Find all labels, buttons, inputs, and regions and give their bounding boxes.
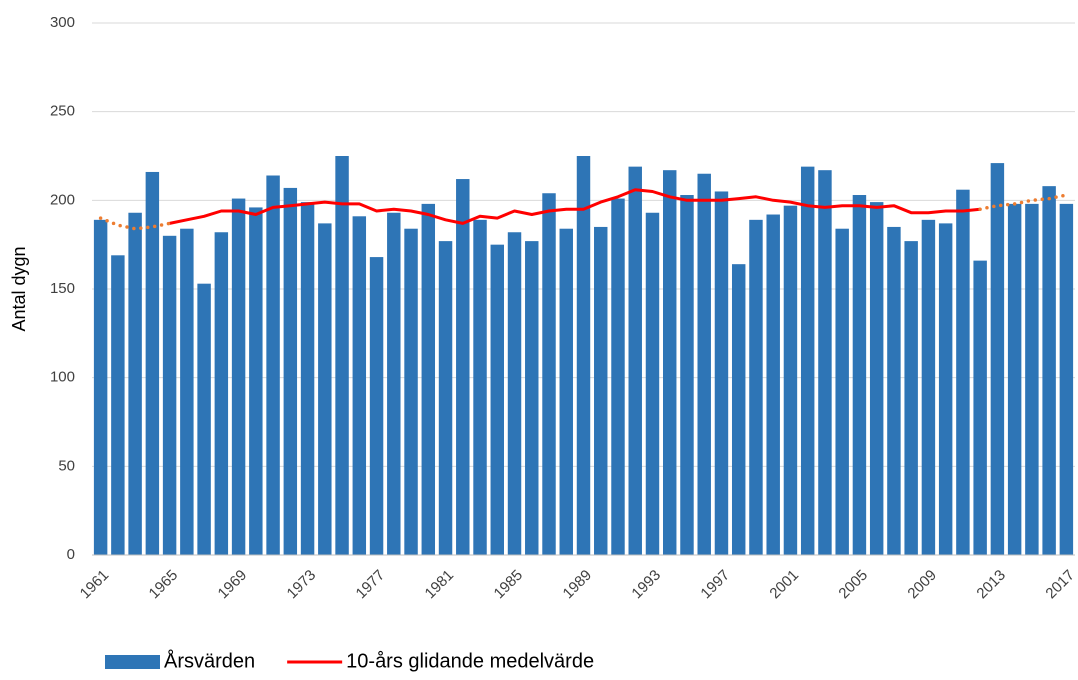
bar: [990, 163, 1005, 556]
bar: [559, 228, 573, 555]
bar: [473, 219, 487, 555]
x-tick-label: 1981: [422, 567, 458, 603]
bar: [818, 170, 832, 556]
bar: [335, 156, 349, 555]
bar: [611, 198, 625, 555]
y-tick-label: 100: [50, 369, 75, 386]
bar: [956, 189, 970, 555]
bar: [93, 219, 108, 555]
x-tick-label: 2009: [904, 567, 940, 603]
legend-label: 10-års glidande medelvärde: [346, 650, 594, 672]
bar: [973, 260, 987, 555]
bar: [887, 226, 901, 555]
bar: [180, 228, 194, 555]
bar: [1059, 203, 1074, 555]
bar: [249, 207, 263, 555]
y-tick-label: 300: [50, 14, 75, 31]
bar: [835, 228, 849, 555]
bar: [456, 179, 470, 555]
bar: [111, 255, 125, 555]
bar: [352, 216, 367, 555]
bar: [145, 171, 160, 555]
bar: [283, 187, 298, 556]
x-tick-label: 1961: [77, 567, 113, 603]
bar: [404, 228, 418, 555]
bar: [128, 212, 142, 555]
legend-label: Årsvärden: [164, 649, 255, 672]
bar: [266, 175, 280, 556]
x-tick-label: 2017: [1042, 567, 1078, 603]
bar: [490, 244, 504, 555]
bar: [697, 173, 711, 555]
x-tick-label: 1965: [146, 567, 182, 603]
bar: [525, 241, 539, 555]
y-tick-label: 0: [67, 546, 75, 563]
bar: [594, 226, 608, 555]
bar: [300, 202, 315, 555]
bar: [576, 156, 591, 555]
bar: [214, 232, 229, 555]
bar: [800, 166, 815, 555]
bar: [197, 283, 211, 555]
bar: [1007, 203, 1022, 555]
bar: [869, 202, 884, 555]
bar: [162, 235, 177, 556]
bar: [628, 166, 642, 555]
y-tick-label: 150: [50, 280, 75, 297]
x-tick-label: 1977: [353, 567, 389, 603]
bar: [852, 195, 867, 555]
bar: [438, 241, 453, 555]
y-tick-label: 50: [58, 457, 75, 474]
line: [98, 193, 1069, 231]
bar: [680, 195, 694, 555]
x-tick-label: 1985: [491, 567, 527, 603]
bar: [231, 198, 246, 555]
bar: [921, 219, 936, 555]
bar: [507, 232, 522, 555]
x-tick-label: 2005: [835, 567, 871, 603]
bar: [663, 170, 677, 556]
x-tick-label: 2001: [766, 567, 802, 603]
line: [169, 188, 981, 225]
bar: [542, 193, 556, 556]
bar: [938, 223, 953, 556]
bar: [783, 205, 798, 556]
bar: [904, 241, 918, 555]
x-tick-label: 1973: [284, 567, 320, 603]
bar: [731, 264, 746, 555]
bar: [1025, 203, 1039, 555]
bar: [1042, 186, 1056, 555]
y-axis-title: Antal dygn: [9, 246, 29, 331]
y-tick-label: 200: [50, 191, 75, 208]
bar: [421, 203, 436, 555]
bar: [766, 214, 780, 555]
bar: [387, 212, 401, 555]
x-tick-label: 1993: [628, 567, 664, 603]
bar: [645, 212, 660, 555]
y-tick-label: 250: [50, 103, 75, 120]
bar: [714, 191, 729, 555]
bar: [369, 257, 384, 555]
x-tick-label: 2013: [973, 567, 1009, 603]
bar: [318, 223, 332, 556]
x-tick-label: 1969: [215, 567, 251, 603]
x-tick-label: 1989: [560, 567, 596, 603]
bar: [749, 219, 763, 555]
x-tick-label: 1997: [697, 567, 733, 603]
legend-swatch: [105, 655, 160, 669]
